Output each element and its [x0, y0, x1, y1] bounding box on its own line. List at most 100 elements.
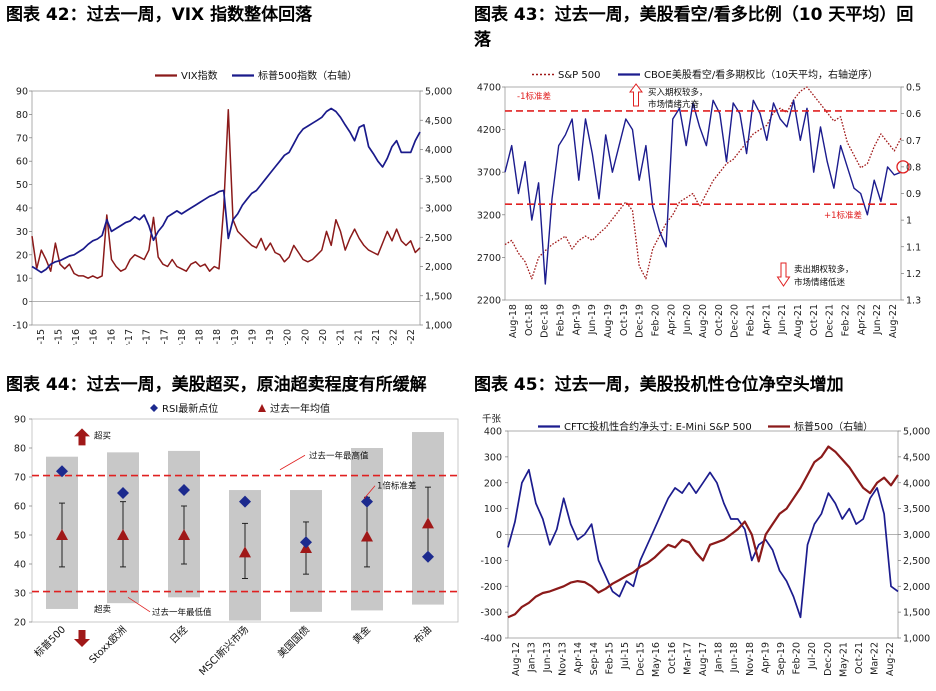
- x-tick-label: Mar-22: [870, 642, 881, 675]
- y-tick-label: 80: [14, 444, 26, 455]
- x-tick-label: Dec-21: [825, 304, 836, 338]
- y2-tick-label: 1: [906, 216, 912, 227]
- y2-tick-label: 3,500: [903, 504, 930, 515]
- y-tick-label: 400: [484, 427, 502, 438]
- rsi-diamond: [178, 484, 190, 497]
- y2-tick-label: 0.5: [906, 83, 921, 94]
- category-label: 美国国债: [275, 623, 312, 660]
- mean-triangle: [239, 546, 251, 558]
- latest-value-circle: [896, 160, 910, 174]
- x-tick-label: Aug-18: [508, 304, 519, 338]
- arrow-up-icon: [629, 83, 643, 107]
- y-unit-label: 千张: [482, 414, 502, 425]
- plus-1sd-label: +1标准差: [824, 210, 862, 221]
- x-tick-label: Nov-18: [745, 642, 756, 676]
- y2-tick-label: 5,000: [903, 427, 930, 438]
- sp500-dotted-line: [504, 86, 902, 280]
- y2-tick-label: 1.3: [906, 296, 921, 307]
- y2-tick-label: 2,500: [425, 233, 452, 244]
- x-tick-label: Dec-21: [371, 329, 382, 345]
- x-tick-label: Apr-22: [856, 304, 867, 335]
- legend-putcall-label: CBOE美股看空/看多期权比（10天平均，右轴逆序）: [644, 68, 878, 81]
- chart-title-rsi: 图表 44：过去一周，美股超买，原油超卖程度有所缓解: [6, 375, 427, 395]
- x-tick-label: Jul-20: [807, 642, 818, 670]
- y2-tick-label: 3,000: [425, 204, 452, 215]
- x-tick-label: Mar-17: [682, 642, 693, 675]
- y-tick-label: -10: [12, 321, 28, 332]
- legend-sp500-label: 标普500（右轴）: [794, 420, 873, 433]
- y2-tick-label: 3,500: [425, 174, 452, 185]
- x-tick-label: Aug-22: [406, 329, 417, 345]
- x-tick-label: Jun-20: [682, 304, 693, 335]
- x-tick-label: Apr-19: [230, 329, 241, 345]
- category-label: MSCI新兴市场: [196, 623, 251, 678]
- x-tick-label: Feb-20: [650, 304, 661, 336]
- x-tick-label: Dec-19: [265, 329, 276, 345]
- x-tick-label: Jan-13: [526, 642, 537, 673]
- y-tick-label: 30: [14, 589, 26, 600]
- x-tick-label: Dec-20: [823, 642, 834, 676]
- y-tick-label: 200: [484, 478, 502, 489]
- y2-tick-label: 4,500: [903, 452, 930, 463]
- oversold-label: 超卖: [94, 604, 112, 615]
- legend-sp500-label: 标普500指数（右轴）: [258, 69, 357, 82]
- y-tick-label: 40: [16, 204, 28, 215]
- x-tick-label: Aug-20: [300, 329, 311, 345]
- x-tick-label: Apr-20: [666, 304, 677, 335]
- x-tick-label: Dec-15: [636, 642, 647, 676]
- y2-tick-label: 2,500: [903, 556, 930, 567]
- high-callout-label: 过去一年最高值: [309, 450, 369, 461]
- x-tick-label: Apr-18: [177, 329, 188, 345]
- mean-triangle: [361, 530, 373, 542]
- rsi-diamond: [239, 495, 251, 508]
- y-tick-label: -100: [480, 556, 502, 567]
- x-tick-label: Feb-22: [841, 304, 852, 336]
- y-tick-label: -200: [480, 582, 502, 593]
- chart-rsi-svg: 90 80 70 60 50 40 30 20 标普500 Stoxx欧洲 日经 MSCI新兴市场 美国…: [14, 402, 459, 678]
- x-tick-label: Oct-21: [854, 642, 865, 674]
- y-tick-label: 300: [484, 452, 502, 463]
- x-tick-label: Apr-16: [71, 329, 82, 345]
- y2-tick-label: 1.1: [906, 242, 921, 253]
- y-tick-label: 2200: [477, 296, 501, 307]
- x-tick-label: Apr-22: [389, 329, 400, 345]
- x-tick-label: Dec-18: [212, 329, 223, 345]
- x-tick-label: Sep-19: [776, 642, 787, 675]
- y2-tick-label: 3,000: [903, 530, 930, 541]
- legend-sp500-label: S&P 500: [558, 70, 600, 81]
- low-callout-line: [127, 597, 151, 613]
- annotation-bullish-2: 市场情绪亢奋: [648, 99, 700, 110]
- x-tick-label: Jul-15: [620, 642, 631, 670]
- x-tick-label: Dec-20: [318, 329, 329, 345]
- y2-tick-label: 0.9: [906, 189, 921, 200]
- chart-title-cftc: 图表 45：过去一周，美股投机性仓位净空头增加: [474, 375, 844, 395]
- putcall-ratio-line: [504, 99, 902, 285]
- y-tick-label: 50: [14, 531, 26, 542]
- mean-triangle: [56, 529, 68, 540]
- x-tick-label: Apr-14: [573, 642, 584, 673]
- x-tick-label: Oct-20: [714, 304, 725, 336]
- legend-rsi-swatch: [150, 404, 158, 412]
- y2-tick-label: 2,000: [903, 582, 930, 593]
- x-tick-label: Apr-19: [571, 304, 582, 335]
- oversold-arrow-icon: [74, 629, 90, 647]
- category-label: 日经: [167, 623, 190, 646]
- annotation-bearish-1: 卖出期权较多，: [794, 264, 854, 275]
- y-tick-label: 4700: [477, 83, 501, 94]
- rsi-diamond: [117, 486, 129, 499]
- high-callout-line: [279, 454, 306, 471]
- y-tick-label: 100: [484, 504, 502, 515]
- minus-1sd-label: -1标准差: [517, 91, 551, 102]
- sd-callout-line: [363, 485, 376, 500]
- y-tick-label: 20: [14, 618, 26, 629]
- y-tick-label: 70: [16, 133, 28, 144]
- y-tick-label: 30: [16, 227, 28, 238]
- overbought-label: 超买: [94, 430, 111, 441]
- x-tick-label: Apr-19: [760, 642, 771, 673]
- y2-tick-label: 1,000: [425, 321, 452, 332]
- x-tick-label: Dec-19: [635, 304, 646, 338]
- category-label: Stoxx欧洲: [87, 624, 129, 666]
- y-tick-label: 4200: [477, 125, 501, 136]
- chart-title-putcall-line1: 图表 43：过去一周，美股看空/看多比例（10 天平均）回: [474, 5, 914, 25]
- chart-cftc-svg: 400 300 200 100 0 -100 -200 -300 -400 5,000 4,500 4…: [480, 414, 930, 677]
